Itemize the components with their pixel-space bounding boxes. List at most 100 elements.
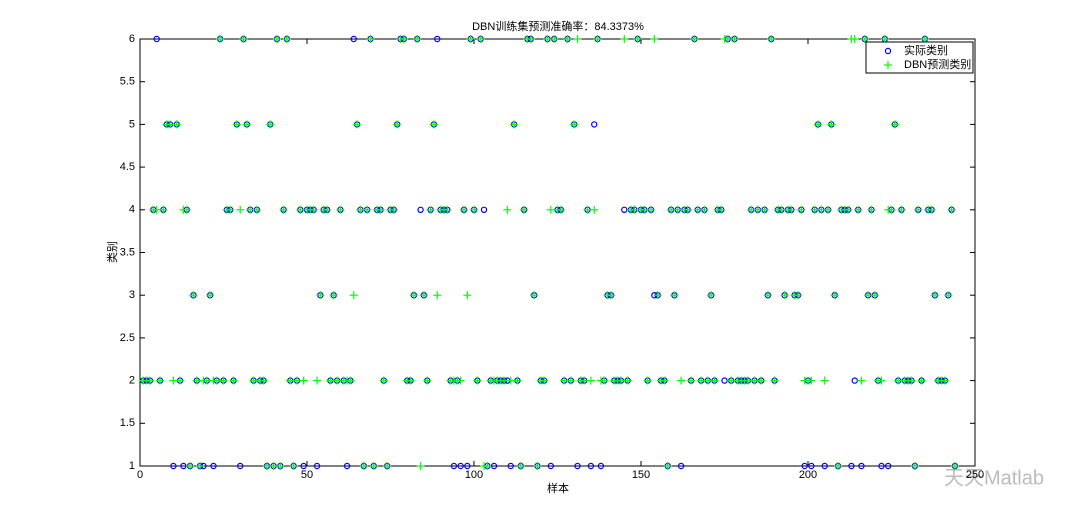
point [878, 462, 885, 470]
point [643, 376, 652, 385]
y-tick-label: 5 [129, 118, 135, 130]
point [927, 205, 936, 214]
point [159, 205, 168, 214]
point [750, 376, 759, 385]
point [356, 205, 365, 214]
point [770, 376, 779, 385]
point [417, 206, 424, 213]
y-tick-label: 2 [129, 375, 135, 387]
point [824, 205, 833, 214]
point [292, 376, 301, 385]
point [697, 376, 706, 385]
point [506, 376, 515, 385]
y-tick-label: 1 [129, 460, 135, 472]
point [520, 205, 529, 214]
point [473, 376, 482, 385]
point [323, 205, 332, 214]
x-tick-label: 0 [137, 469, 143, 481]
point [363, 205, 372, 214]
point [867, 205, 876, 214]
point [730, 35, 739, 43]
point [687, 376, 696, 385]
point [269, 462, 278, 470]
point [947, 205, 956, 214]
point [547, 462, 555, 470]
point [503, 205, 512, 214]
point [272, 35, 281, 43]
point [450, 462, 458, 470]
point [176, 376, 185, 385]
point [700, 205, 709, 214]
point [206, 291, 215, 300]
point [620, 35, 629, 43]
point [807, 376, 816, 385]
point [817, 205, 826, 214]
point [834, 462, 843, 470]
point [580, 376, 589, 385]
y-tick-label: 4.5 [120, 161, 135, 173]
point [563, 35, 572, 43]
point [350, 35, 357, 43]
point [490, 462, 498, 470]
point [476, 35, 485, 43]
point [884, 462, 892, 470]
chart-title: DBN训练集预测准确率：84.3373% [472, 19, 644, 33]
point [721, 377, 728, 384]
point [591, 121, 598, 128]
point [376, 205, 385, 214]
point [507, 462, 514, 470]
point [533, 462, 542, 470]
point [543, 35, 552, 43]
point [780, 291, 789, 300]
point [262, 462, 271, 470]
point [917, 376, 926, 385]
y-tick-label: 5.5 [120, 76, 135, 88]
point [192, 376, 201, 385]
point [710, 376, 719, 385]
point [616, 376, 625, 385]
point [858, 462, 865, 470]
point [236, 462, 244, 470]
y-tick-label: 1.5 [120, 417, 135, 429]
point [660, 376, 669, 385]
point [593, 35, 602, 43]
point [279, 205, 288, 214]
point [470, 205, 478, 214]
legend-marker [884, 47, 892, 55]
point [526, 35, 535, 43]
point [359, 462, 368, 470]
point [246, 205, 255, 214]
point [897, 205, 906, 214]
point [663, 462, 672, 470]
legend [865, 41, 974, 74]
point [483, 462, 492, 470]
point [326, 376, 335, 385]
point [336, 205, 345, 214]
point [864, 291, 873, 300]
point [707, 291, 716, 300]
point [170, 462, 177, 470]
point [500, 376, 509, 385]
point [887, 205, 896, 214]
x-tick-label: 150 [632, 469, 650, 481]
point [276, 462, 285, 470]
point [316, 291, 325, 300]
point [920, 35, 929, 43]
point [189, 291, 198, 300]
point [677, 376, 686, 385]
point [286, 376, 295, 385]
point [456, 376, 465, 385]
point [433, 291, 442, 300]
point [693, 205, 702, 214]
x-axis-label: 样本 [547, 481, 569, 495]
point [673, 205, 682, 214]
point [249, 376, 258, 385]
point [299, 376, 308, 385]
point [413, 35, 422, 43]
point [443, 205, 452, 214]
point [540, 376, 549, 385]
point [763, 291, 772, 300]
point [727, 376, 736, 385]
point [950, 462, 959, 470]
